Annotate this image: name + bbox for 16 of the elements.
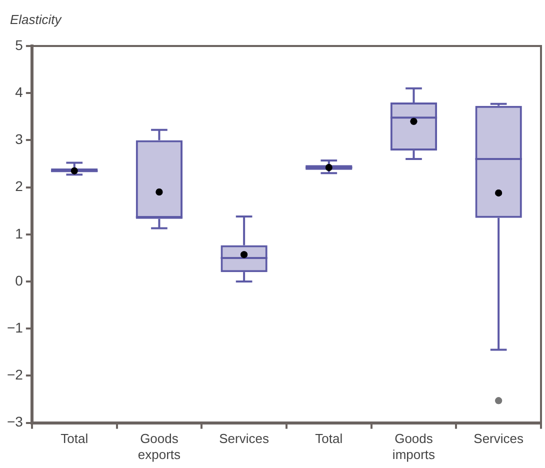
y-tick-label: −2 xyxy=(6,366,24,383)
y-tick-label: 1 xyxy=(15,225,24,242)
y-axis-title: Elasticity xyxy=(10,12,62,27)
y-tick-label: 0 xyxy=(15,272,24,288)
x-tick-label: Services xyxy=(474,431,524,446)
y-tick-label: −1 xyxy=(6,319,24,336)
y-tick-label: −3 xyxy=(6,414,24,430)
x-tick-label: Goods exports xyxy=(138,431,182,462)
x-tick-label: Services xyxy=(219,431,270,446)
x-tick-label: Goods imports xyxy=(392,431,436,462)
x-tick-label: Total xyxy=(315,431,343,446)
y-tick-label: 4 xyxy=(15,84,24,100)
x-tick-label: Total xyxy=(60,431,88,446)
y-tick-label: 2 xyxy=(15,178,24,194)
y-tick-label: 3 xyxy=(15,131,24,148)
y-tick-label: 5 xyxy=(15,36,24,53)
